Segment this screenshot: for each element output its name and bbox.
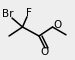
Text: O: O <box>54 20 62 30</box>
Text: Br: Br <box>2 9 13 19</box>
Text: O: O <box>40 47 49 57</box>
Text: F: F <box>26 8 32 18</box>
